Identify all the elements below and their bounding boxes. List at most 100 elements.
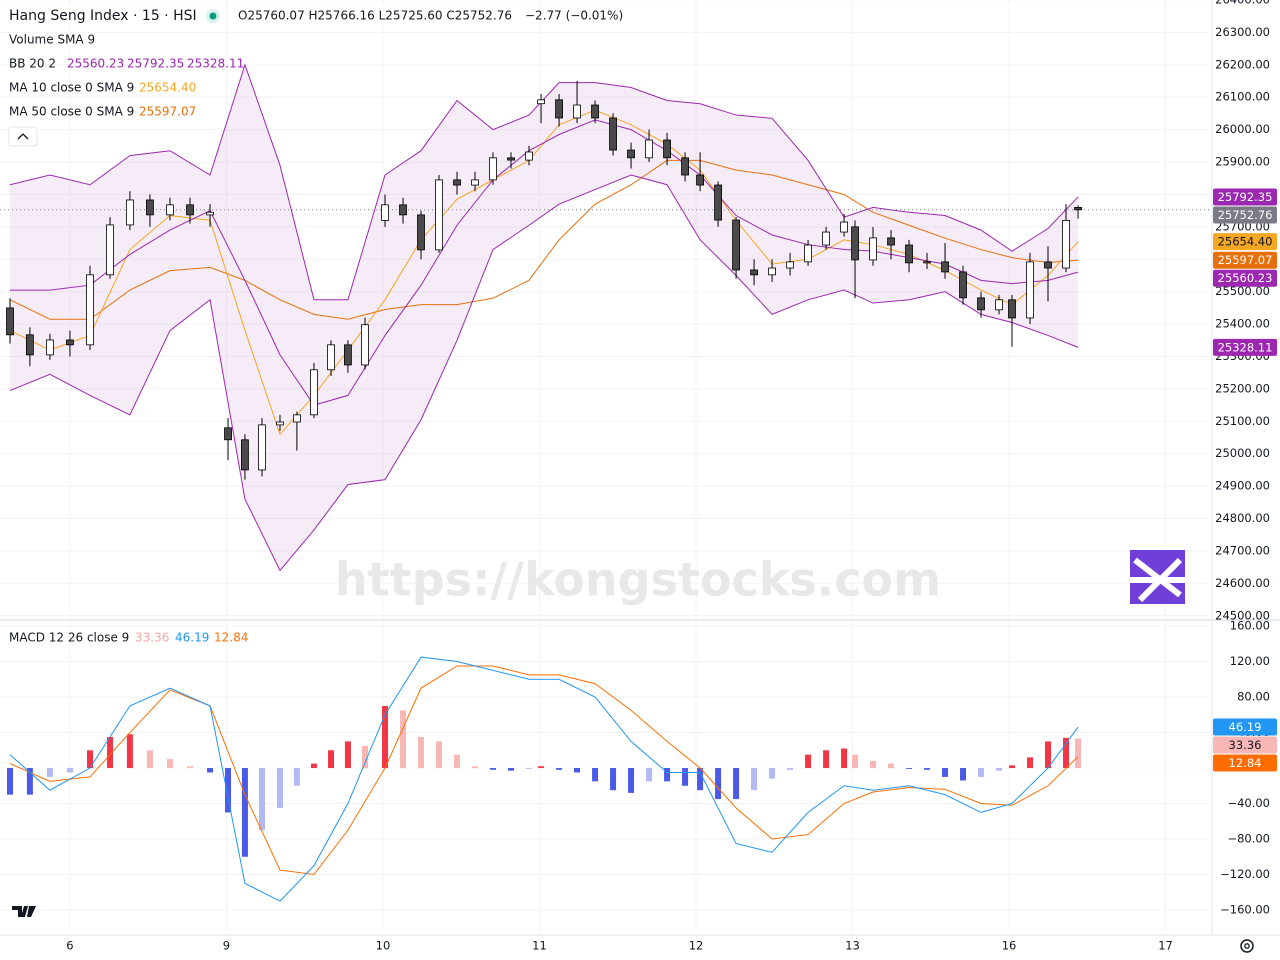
- candle-body: [714, 184, 722, 221]
- histogram-bar: [960, 768, 967, 781]
- x-tick-label: 11: [532, 939, 547, 953]
- candle-body: [645, 139, 653, 159]
- histogram-bar: [1045, 741, 1052, 769]
- volume-label: Volume SMA 9: [9, 33, 95, 47]
- y-tick-label: 80.00: [1237, 690, 1270, 704]
- histogram-bar: [66, 768, 73, 773]
- candle-body: [66, 339, 74, 346]
- histogram-bar: [769, 768, 776, 779]
- y-tick-label: −160.00: [1220, 903, 1270, 917]
- candle-body: [1062, 219, 1070, 269]
- candle-body: [750, 269, 758, 276]
- collapse-button-box[interactable]: [8, 126, 38, 147]
- collapse-button[interactable]: [8, 126, 38, 147]
- y-tick-label: 26400.00: [1215, 0, 1270, 7]
- change-value: −2.77 (−0.01%): [525, 9, 623, 23]
- y-tick-label: 160.00: [1230, 619, 1270, 633]
- histogram-bar: [682, 768, 689, 786]
- histogram-bar: [225, 768, 232, 813]
- price-tag: [1213, 251, 1277, 269]
- macd-hist-value: 33.36: [135, 631, 169, 645]
- price-tag-label: 46.19: [1229, 720, 1262, 734]
- candle-body: [6, 307, 14, 336]
- candle-body: [435, 179, 443, 251]
- macd-line: [9, 656, 1079, 902]
- price-tag: [1213, 754, 1277, 772]
- y-tick-label: 26200.00: [1215, 57, 1270, 71]
- price-tag: [1213, 736, 1277, 754]
- logo-mark[interactable]: [12, 906, 36, 917]
- candle-body: [166, 204, 174, 216]
- x-tick-label: 9: [223, 939, 230, 953]
- y-tick-label: 24900.00: [1215, 479, 1270, 493]
- bb-upper: [9, 63, 1079, 301]
- histogram-bar: [344, 741, 351, 769]
- candle-body: [381, 204, 389, 221]
- candle-body: [361, 324, 369, 366]
- candle-body: [1026, 261, 1034, 319]
- ma10-label: MA 10 close 0 SMA 9: [9, 81, 134, 95]
- plot: [0, 63, 1210, 902]
- gear-icon[interactable]: [1240, 939, 1254, 953]
- histogram-bar: [1009, 765, 1016, 769]
- histogram-bar: [241, 768, 248, 857]
- y-tick-label: 25400.00: [1215, 317, 1270, 331]
- overlay: Hang Seng Index · 15 · HSI O25760.07 H25…: [8, 0, 1277, 953]
- candle-body: [591, 104, 599, 119]
- y-tick-label: 26000.00: [1215, 122, 1270, 136]
- histogram-bar: [361, 745, 368, 769]
- ma10-value: 25654.40: [139, 81, 196, 95]
- histogram-bar: [592, 768, 599, 782]
- candle-body: [276, 421, 284, 426]
- histogram-bar: [400, 710, 407, 769]
- y-tick-label: 24800.00: [1215, 511, 1270, 525]
- tradingview-logo[interactable]: [12, 906, 36, 917]
- y-tick-label: −120.00: [1220, 867, 1270, 881]
- symbol-title: Hang Seng Index · 15 · HSI: [9, 8, 197, 24]
- x-tick-label: 10: [376, 939, 391, 953]
- histogram-bar: [841, 748, 848, 769]
- histogram-bar: [787, 768, 794, 770]
- histogram-bar: [146, 750, 153, 769]
- candle-body: [923, 261, 931, 264]
- histogram-bar: [870, 760, 877, 769]
- histogram-bar: [207, 768, 214, 773]
- candle-body: [869, 237, 877, 261]
- settings-button[interactable]: [1240, 939, 1254, 953]
- histogram-bar: [556, 768, 563, 770]
- candle-body: [1008, 299, 1016, 319]
- logo-glyph: [1130, 557, 1185, 603]
- candle-body: [471, 179, 479, 186]
- status-dot: [209, 12, 217, 20]
- histogram-bar: [328, 750, 335, 769]
- y-tick-label: 26300.00: [1215, 25, 1270, 39]
- y-tick-label: −40.00: [1227, 796, 1270, 810]
- candle-body: [507, 157, 515, 161]
- price-tag-label: 25597.07: [1218, 253, 1273, 267]
- candle-body: [106, 224, 114, 276]
- macd-label: MACD 12 26 close 9: [9, 631, 129, 645]
- histogram-bar: [7, 768, 14, 795]
- bb-label: BB 20 2: [9, 57, 56, 71]
- candle-body: [732, 219, 740, 271]
- candle-body: [627, 149, 635, 159]
- price-tag: [1213, 269, 1277, 287]
- y-tick-label: 24500.00: [1215, 608, 1270, 622]
- histogram-bar: [538, 766, 545, 769]
- histogram-bar: [436, 741, 443, 769]
- candle-body: [822, 231, 830, 246]
- histogram-bar: [610, 768, 617, 791]
- candle-body: [186, 204, 194, 216]
- candle-body: [663, 139, 671, 159]
- histogram-bar: [166, 759, 173, 769]
- histogram-bar: [1063, 737, 1070, 769]
- histogram-bar: [46, 768, 53, 777]
- price-tag: [1213, 206, 1277, 224]
- candle-body: [399, 204, 407, 216]
- candle-body: [86, 274, 94, 346]
- bb-basis-value: 25560.23: [67, 57, 124, 71]
- candle-body: [609, 117, 617, 151]
- price-tag: [1213, 718, 1277, 736]
- y-tick-label: −80.00: [1227, 832, 1270, 846]
